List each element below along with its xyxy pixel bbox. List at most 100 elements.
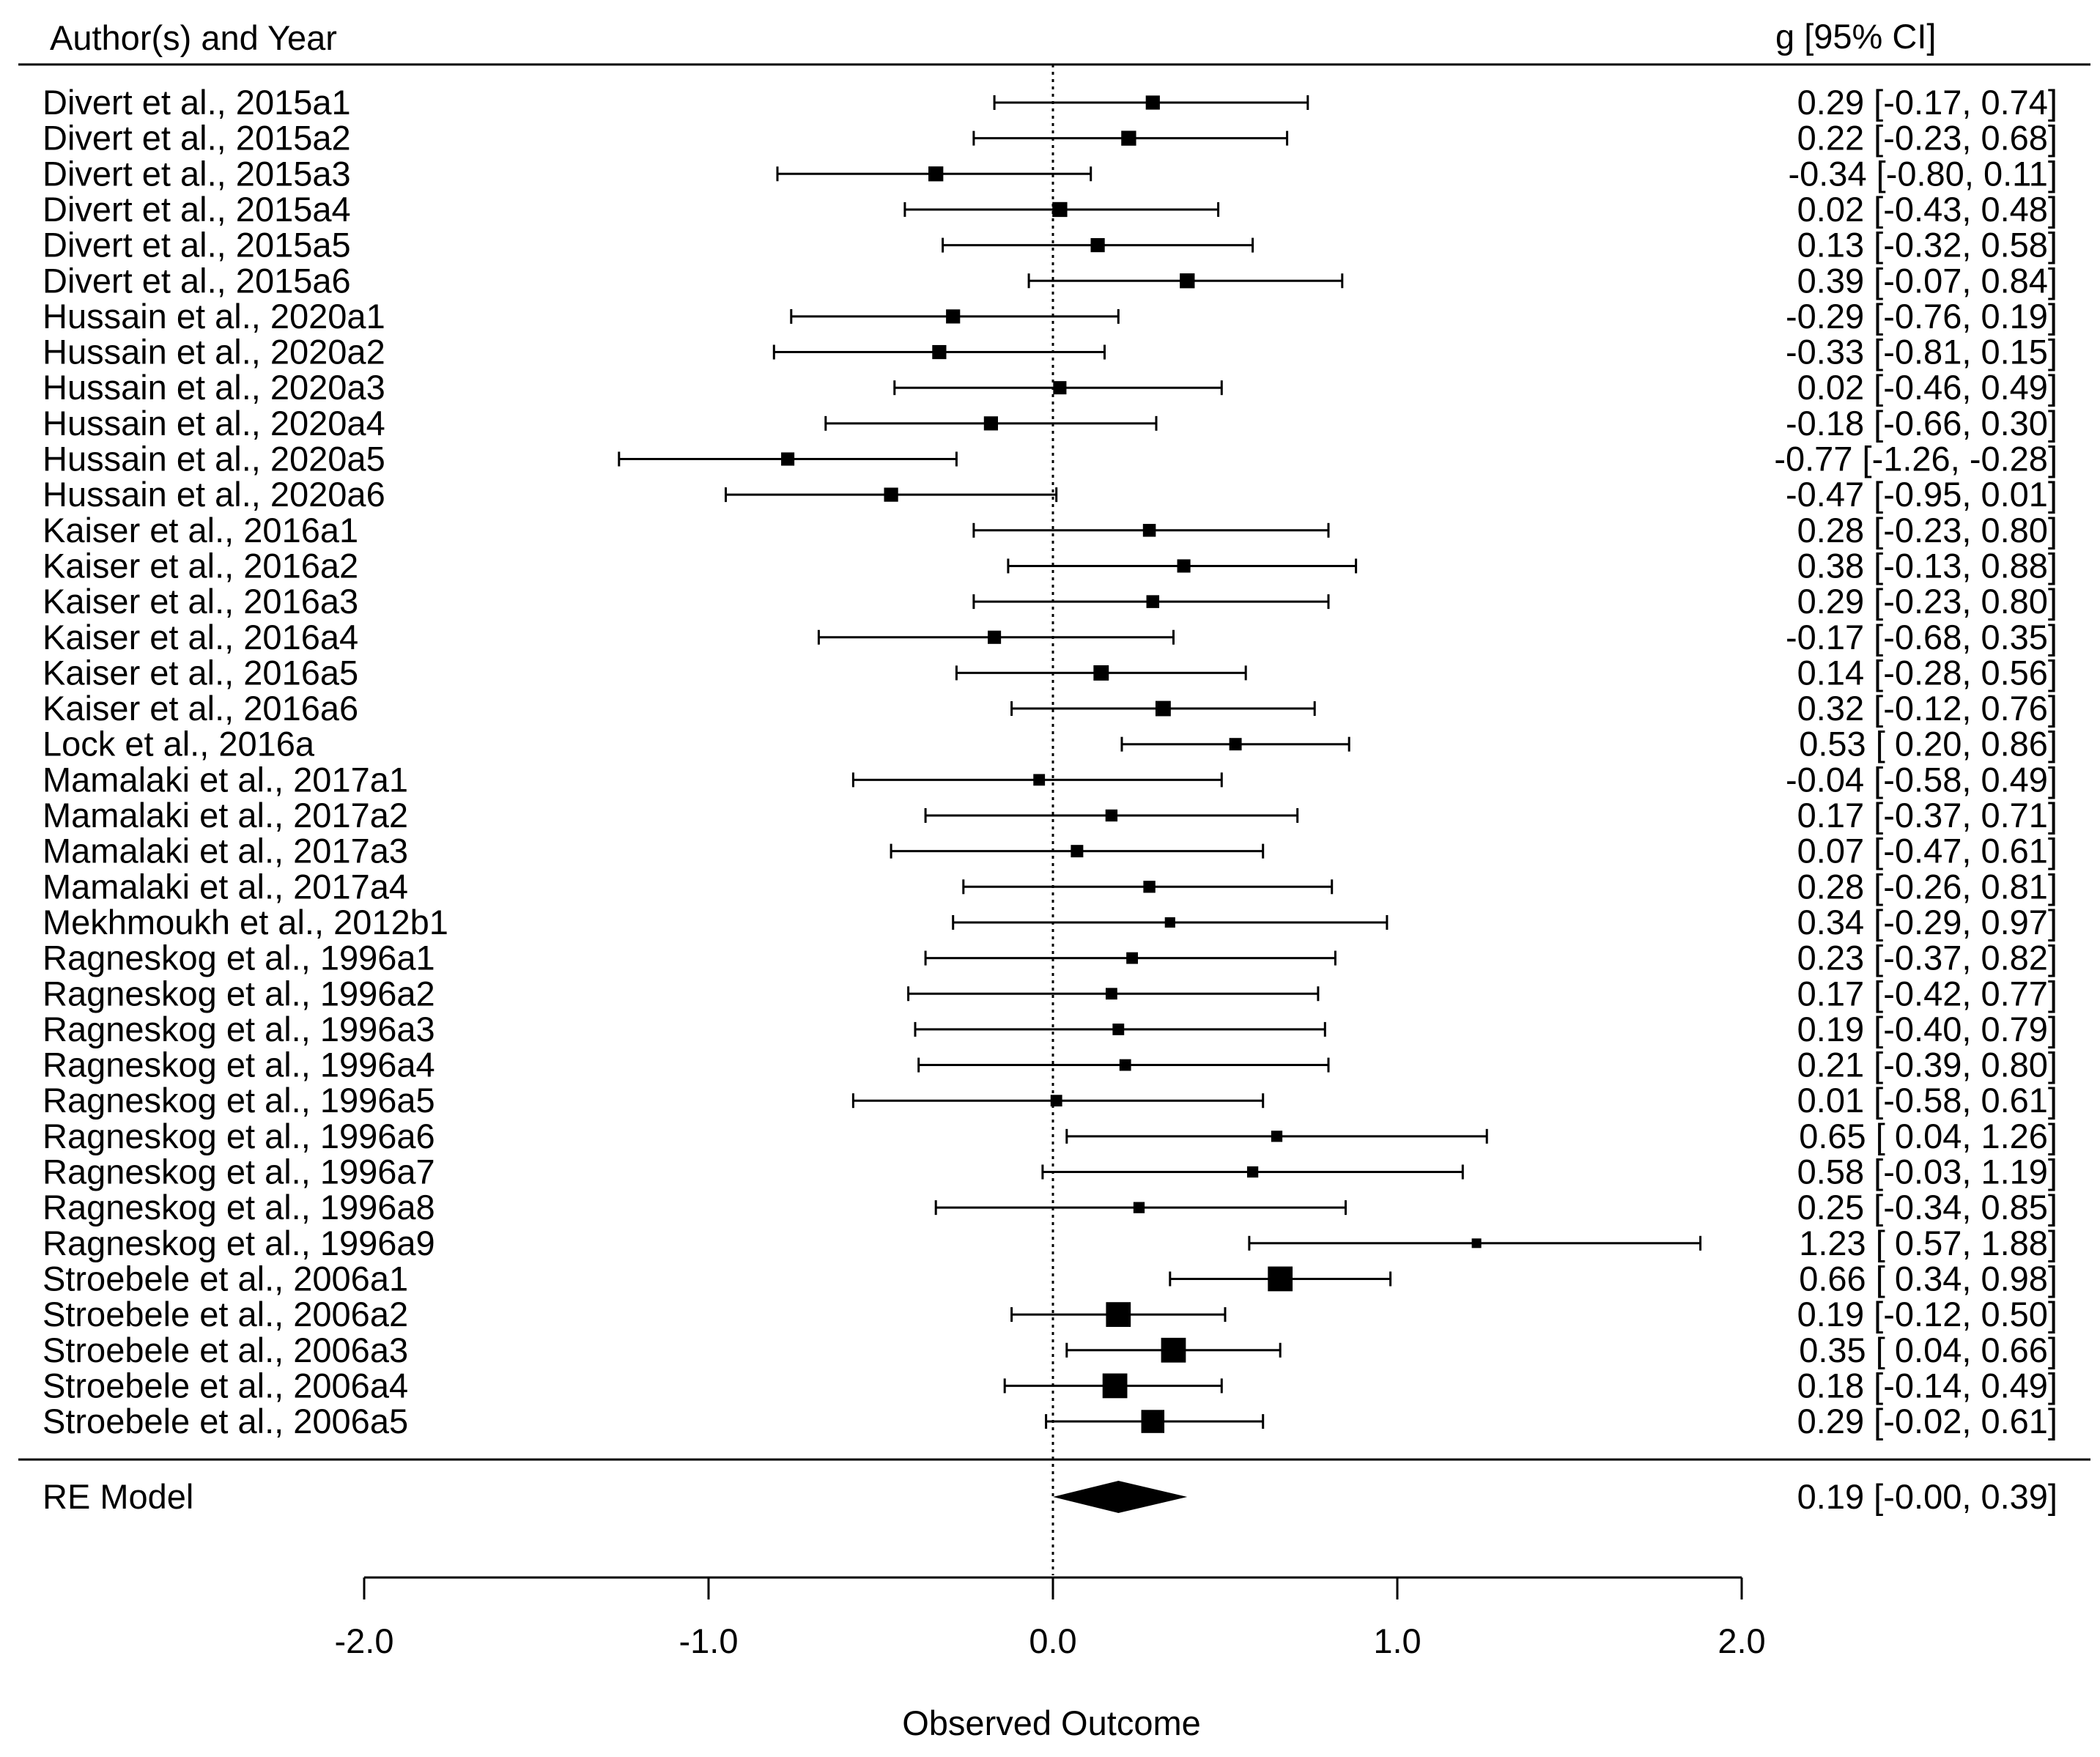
study-label: Kaiser et al., 2016a4 xyxy=(42,618,358,656)
study-row: Mekhmoukh et al., 2012b1 0.34 [-0.29, 0.9… xyxy=(42,903,2058,942)
effect-ci-text: 0.23 [-0.37, 0.82] xyxy=(1797,939,2058,977)
study-row: Ragneskog et al., 1996a2 0.17 [-0.42, 0.7… xyxy=(42,974,2058,1013)
study-row: Ragneskog et al., 1996a1 0.23 [-0.37, 0.8… xyxy=(42,939,2058,977)
study-label: Kaiser et al., 2016a5 xyxy=(42,653,358,692)
study-label: Kaiser et al., 2016a1 xyxy=(42,511,358,550)
effect-square xyxy=(1105,988,1117,1000)
study-label: Stroebele et al., 2006a1 xyxy=(42,1259,408,1298)
effect-ci-text: -0.18 [-0.66, 0.30] xyxy=(1786,404,2058,443)
effect-ci-text: -0.29 [-0.76, 0.19] xyxy=(1786,297,2058,336)
effect-square xyxy=(988,630,1002,644)
study-label: Stroebele et al., 2006a5 xyxy=(42,1402,408,1440)
study-row: Ragneskog et al., 1996a5 0.01 [-0.58, 0.6… xyxy=(42,1081,2058,1120)
study-rows: Divert et al., 2015a1 0.29 [-0.17, 0.74]D… xyxy=(42,83,2058,1440)
study-label: Mamalaki et al., 2017a3 xyxy=(42,832,408,870)
effect-ci-text: 0.02 [-0.46, 0.49] xyxy=(1797,368,2058,407)
study-label: Hussain et al., 2020a1 xyxy=(42,297,385,336)
study-row: Kaiser et al., 2016a1 0.28 [-0.23, 0.80] xyxy=(42,511,2058,550)
x-axis-label: Observed Outcome xyxy=(902,1704,1201,1742)
effect-ci-text: 0.19 [-0.12, 0.50] xyxy=(1797,1295,2058,1334)
effect-ci-text: 0.53 [ 0.20, 0.86] xyxy=(1799,725,2058,763)
effect-square xyxy=(1145,95,1160,110)
study-row: Stroebele et al., 2006a5 0.29 [-0.02, 0.6… xyxy=(42,1402,2058,1440)
effect-square xyxy=(1106,1302,1131,1327)
effect-square xyxy=(1090,238,1105,253)
effect-ci-text: 0.58 [-0.03, 1.19] xyxy=(1797,1153,2058,1191)
study-label: Mamalaki et al., 2017a4 xyxy=(42,867,408,906)
effect-ci-text: 0.22 [-0.23, 0.68] xyxy=(1797,119,2058,158)
x-tick-label: -2.0 xyxy=(335,1621,394,1660)
effect-ci-text: -0.04 [-0.58, 0.49] xyxy=(1786,760,2058,799)
study-label: Ragneskog et al., 1996a5 xyxy=(42,1081,435,1120)
effect-square xyxy=(1161,1337,1186,1363)
study-row: Ragneskog et al., 1996a4 0.21 [-0.39, 0.8… xyxy=(42,1046,2058,1084)
effect-ci-text: 0.29 [-0.02, 0.61] xyxy=(1797,1402,2058,1440)
summary-label: RE Model xyxy=(42,1477,193,1516)
study-label: Kaiser et al., 2016a3 xyxy=(42,582,358,621)
study-row: Stroebele et al., 2006a2 0.19 [-0.12, 0.5… xyxy=(42,1295,2058,1334)
effect-ci-text: -0.33 [-0.81, 0.15] xyxy=(1786,333,2058,371)
summary-effect-ci-text: 0.19 [-0.00, 0.39] xyxy=(1797,1477,2058,1516)
effect-ci-text: 0.17 [-0.42, 0.77] xyxy=(1797,974,2058,1013)
effect-square xyxy=(1229,738,1242,751)
effect-square xyxy=(1142,524,1156,537)
study-row: Stroebele et al., 2006a1 0.66 [ 0.34, 0.9… xyxy=(42,1259,2058,1298)
effect-square xyxy=(1268,1266,1293,1292)
effect-ci-text: 0.25 [-0.34, 0.85] xyxy=(1797,1188,2058,1227)
x-axis: -2.0 -1.0 0.0 1.0 2.0 xyxy=(335,1576,1766,1660)
x-tick-label: 2.0 xyxy=(1718,1621,1765,1660)
study-row: Kaiser et al., 2016a4 -0.17 [-0.68, 0.35] xyxy=(42,618,2058,656)
effect-ci-text: 0.02 [-0.43, 0.48] xyxy=(1797,190,2058,229)
header-author-year: Author(s) and Year xyxy=(50,18,337,57)
study-row: Divert et al., 2015a2 0.22 [-0.23, 0.68] xyxy=(42,119,2058,158)
study-label: Divert et al., 2015a4 xyxy=(42,190,351,229)
effect-square xyxy=(1053,381,1067,395)
effect-square xyxy=(1146,595,1160,608)
effect-ci-text: 0.29 [-0.17, 0.74] xyxy=(1797,83,2058,122)
study-row: Kaiser et al., 2016a2 0.38 [-0.13, 0.88] xyxy=(42,546,2058,585)
effect-ci-text: 0.65 [ 0.04, 1.26] xyxy=(1799,1117,2058,1155)
effect-ci-text: 0.17 [-0.37, 0.71] xyxy=(1797,796,2058,835)
study-label: Hussain et al., 2020a3 xyxy=(42,368,385,407)
effect-ci-text: -0.47 [-0.95, 0.01] xyxy=(1786,475,2058,514)
study-label: Divert et al., 2015a5 xyxy=(42,226,351,265)
study-label: Ragneskog et al., 1996a8 xyxy=(42,1188,435,1227)
study-label: Ragneskog et al., 1996a7 xyxy=(42,1153,435,1191)
effect-square xyxy=(1164,917,1175,928)
effect-square xyxy=(1121,130,1136,146)
study-label: Stroebele et al., 2006a2 xyxy=(42,1295,408,1334)
effect-square xyxy=(884,487,898,502)
study-label: Divert et al., 2015a1 xyxy=(42,83,351,122)
study-label: Ragneskog et al., 1996a4 xyxy=(42,1046,435,1084)
study-row: Hussain et al., 2020a5 -0.77 [-1.26, -0.2… xyxy=(42,440,2058,478)
effect-square xyxy=(1102,1373,1128,1399)
study-row: Hussain et al., 2020a1 -0.29 [-0.76, 0.19… xyxy=(42,297,2058,336)
effect-ci-text: 0.29 [-0.23, 0.80] xyxy=(1797,582,2058,621)
study-row: Stroebele et al., 2006a4 0.18 [-0.14, 0.4… xyxy=(42,1366,2058,1405)
effect-ci-text: 0.21 [-0.39, 0.80] xyxy=(1797,1046,2058,1084)
study-row: Stroebele et al., 2006a3 0.35 [ 0.04, 0.6… xyxy=(42,1331,2058,1369)
effect-square xyxy=(1126,952,1139,964)
study-label: Divert et al., 2015a2 xyxy=(42,119,351,158)
study-label: Hussain et al., 2020a2 xyxy=(42,333,385,371)
study-label: Mamalaki et al., 2017a2 xyxy=(42,796,408,835)
study-label: Hussain et al., 2020a5 xyxy=(42,440,385,478)
effect-square xyxy=(1155,700,1171,717)
effect-ci-text: 0.07 [-0.47, 0.61] xyxy=(1797,832,2058,870)
study-row: Kaiser et al., 2016a3 0.29 [-0.23, 0.80] xyxy=(42,582,2058,621)
study-label: Mamalaki et al., 2017a1 xyxy=(42,760,408,799)
study-label: Ragneskog et al., 1996a3 xyxy=(42,1010,435,1048)
study-row: Mamalaki et al., 2017a2 0.17 [-0.37, 0.71… xyxy=(42,796,2058,835)
study-label: Stroebele et al., 2006a3 xyxy=(42,1331,408,1369)
study-label: Hussain et al., 2020a6 xyxy=(42,475,385,514)
study-row: Hussain et al., 2020a4 -0.18 [-0.66, 0.30… xyxy=(42,404,2058,443)
effect-ci-text: 0.39 [-0.07, 0.84] xyxy=(1797,261,2058,300)
study-row: Mamalaki et al., 2017a3 0.07 [-0.47, 0.61… xyxy=(42,832,2058,870)
study-row: Kaiser et al., 2016a6 0.32 [-0.12, 0.76] xyxy=(42,689,2058,728)
effect-square xyxy=(781,452,795,466)
study-row: Divert et al., 2015a5 0.13 [-0.32, 0.58] xyxy=(42,226,2058,265)
header-effect-ci: g [95% CI] xyxy=(1775,17,1936,56)
study-row: Divert et al., 2015a6 0.39 [-0.07, 0.84] xyxy=(42,261,2058,300)
effect-square xyxy=(946,309,961,324)
effect-ci-text: 0.34 [-0.29, 0.97] xyxy=(1797,903,2058,942)
